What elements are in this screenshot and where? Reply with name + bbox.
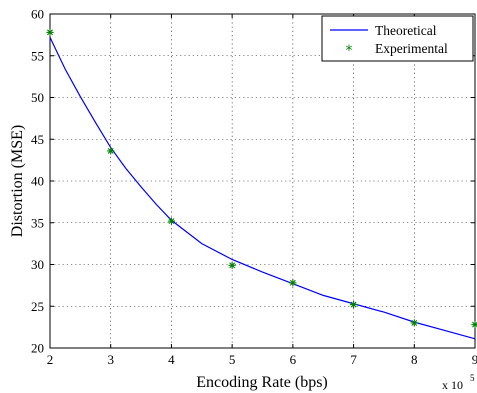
- legend-marker-experimental: *: [346, 43, 353, 59]
- x-axis-exponent: x 10: [442, 378, 463, 392]
- data-point-experimental: [349, 300, 358, 309]
- data-point-experimental: [289, 279, 297, 287]
- y-tick-label: 55: [31, 48, 44, 63]
- x-axis-exponent-power: 5: [470, 373, 475, 383]
- x-tick-label: 4: [168, 352, 175, 367]
- y-tick-label: 50: [31, 90, 44, 105]
- data-point-experimental: [228, 261, 236, 269]
- y-tick-label: 20: [31, 341, 44, 356]
- y-axis-label: Distortion (MSE): [9, 125, 26, 237]
- x-tick-label: 3: [107, 352, 114, 367]
- y-tick-label: 60: [31, 7, 44, 22]
- x-tick-label: 8: [411, 352, 418, 367]
- x-axis-label: Encoding Rate (bps): [196, 374, 328, 391]
- data-point-experimental: [107, 147, 115, 155]
- x-tick-label: 2: [47, 352, 54, 367]
- series-line-theoretical: [49, 37, 476, 340]
- data-point-experimental: [410, 319, 418, 327]
- x-tick-label: 6: [290, 352, 297, 367]
- x-tick-label: 5: [229, 352, 236, 367]
- y-tick-label: 40: [31, 174, 44, 189]
- legend: Theoretical * Experimental: [321, 15, 474, 62]
- legend-label-theoretical: Theoretical: [375, 23, 437, 38]
- legend-label-experimental: Experimental: [375, 41, 448, 56]
- data-point-experimental: [471, 321, 477, 329]
- legend-box: [321, 15, 474, 62]
- x-tick-label: 7: [350, 352, 357, 367]
- data-point-experimental: [46, 28, 54, 36]
- data-point-experimental: [167, 217, 176, 225]
- y-tick-label: 35: [31, 215, 44, 230]
- x-tick-label: 9: [472, 352, 477, 367]
- grid: [50, 14, 475, 348]
- y-tick-label: 30: [31, 257, 44, 272]
- y-tick-label: 25: [31, 299, 44, 314]
- y-tick-label: 45: [31, 132, 44, 147]
